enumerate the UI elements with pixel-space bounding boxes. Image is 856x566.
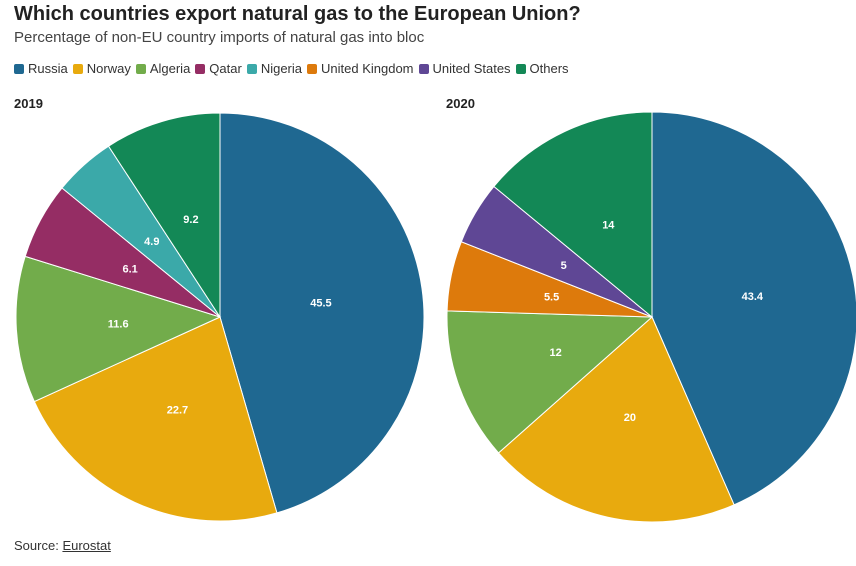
legend-item-russia: Russia — [14, 61, 68, 76]
chart-title: Which countries export natural gas to th… — [14, 3, 581, 25]
legend-item-united-states: United States — [418, 61, 511, 76]
legend-label-russia: Russia — [28, 61, 68, 76]
pie-title-2019: 2019 — [14, 96, 43, 111]
pie-slice-2019-algeria — [15, 255, 222, 403]
legend-label-algeria: Algeria — [149, 61, 191, 76]
legend-item-qatar: Qatar — [195, 61, 242, 76]
slice-label-2020-norway: 20 — [624, 412, 636, 424]
legend-label-united-kingdom: United Kingdom — [321, 61, 414, 76]
slice-label-2020-russia: 43.4 — [742, 291, 764, 303]
source-note: Source: Eurostat — [14, 538, 111, 553]
legend-label-nigeria: Nigeria — [260, 61, 302, 76]
legend-swatch-united-kingdom — [307, 63, 317, 74]
pie-title-2020: 2020 — [446, 96, 475, 111]
slice-label-2020-algeria: 12 — [550, 347, 562, 359]
source-link[interactable]: Eurostat — [62, 538, 111, 553]
slice-label-2019-qatar: 6.1 — [123, 264, 138, 276]
legend-swatch-others — [515, 63, 526, 74]
legend-label-qatar: Qatar — [209, 61, 242, 76]
legend-swatch-algeria — [135, 63, 146, 74]
slice-label-2019-russia: 45.5 — [310, 298, 331, 310]
pie-2019: 45.5 22.7 11.6 6.1 4.9 9.2 — [15, 112, 425, 522]
legend-swatch-norway — [72, 63, 83, 74]
pie-slice-2019-others — [107, 112, 221, 319]
source-label: Source: — [14, 538, 59, 553]
pie-slice-2019-norway — [33, 316, 278, 522]
legend-swatch-united-states — [418, 63, 429, 74]
pie-2020: 43.4 20 12 5.5 5 14 — [446, 111, 856, 523]
pie-slice-2020-algeria — [446, 310, 654, 454]
slice-label-2019-others: 9.2 — [183, 214, 198, 226]
slice-label-2019-algeria: 11.6 — [108, 318, 129, 330]
pie-slice-2020-norway — [497, 316, 735, 523]
legend: Russia Norway Algeria Qatar Nigeria United Ki… — [14, 61, 574, 76]
legend-item-others: Others — [515, 61, 569, 76]
legend-label-others: Others — [529, 61, 569, 76]
chart-subtitle: Percentage of non-EU country imports of … — [14, 29, 425, 46]
slice-label-2020-united-states: 5 — [561, 260, 567, 272]
legend-item-united-kingdom: United Kingdom — [307, 61, 414, 76]
legend-swatch-qatar — [195, 63, 206, 74]
legend-item-nigeria: Nigeria — [246, 61, 302, 76]
legend-swatch-nigeria — [246, 63, 257, 74]
pie-slice-2020-russia — [651, 111, 856, 506]
slice-label-2020-others: 14 — [602, 219, 615, 231]
slice-label-2019-norway: 22.7 — [167, 405, 188, 417]
slice-label-2020-united-kingdom: 5.5 — [544, 291, 559, 303]
pie-slice-2019-russia — [219, 112, 425, 514]
legend-swatch-russia — [14, 63, 24, 74]
legend-item-algeria: Algeria — [135, 61, 191, 76]
pie-slice-2020-others — [493, 111, 653, 319]
legend-label-united-states: United States — [432, 61, 511, 76]
slice-label-2019-nigeria: 4.9 — [144, 236, 159, 248]
legend-item-norway: Norway — [72, 61, 131, 76]
legend-label-norway: Norway — [86, 61, 131, 76]
